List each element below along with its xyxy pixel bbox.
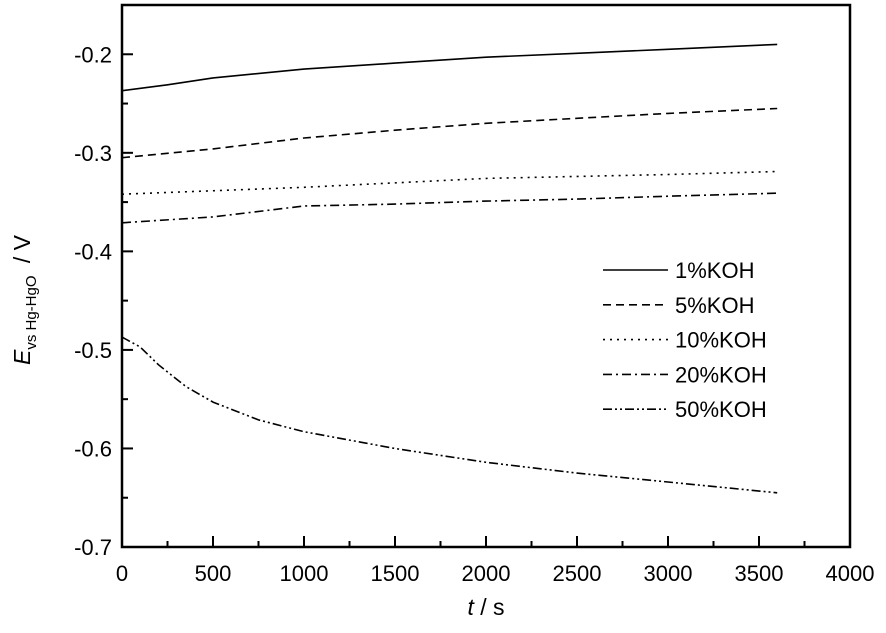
x-axis-label: t / s bbox=[467, 594, 504, 620]
legend-label: 20%KOH bbox=[675, 362, 767, 387]
y-axis-label: Evs Hg-HgO / V bbox=[9, 234, 40, 365]
x-tick-label: 2500 bbox=[553, 561, 602, 586]
series-line-50pct-koh bbox=[121, 336, 778, 494]
series-line-20pct-koh bbox=[121, 192, 778, 224]
y-tick-label: -0.6 bbox=[74, 436, 112, 461]
x-tick-label: 500 bbox=[195, 561, 232, 586]
y-tick-label: -0.5 bbox=[74, 338, 112, 363]
legend-label: 10%KOH bbox=[675, 328, 767, 353]
x-tick-label: 1500 bbox=[371, 561, 420, 586]
x-tick-label: 3500 bbox=[735, 561, 784, 586]
y-tick-label: -0.3 bbox=[74, 141, 112, 166]
series-line-5pct-koh bbox=[121, 107, 778, 159]
x-tick-label: 4000 bbox=[826, 561, 875, 586]
y-tick-label: -0.7 bbox=[74, 535, 112, 560]
series-line-10pct-koh bbox=[121, 170, 778, 195]
legend-label: 1%KOH bbox=[675, 258, 754, 283]
x-tick-label: 2000 bbox=[462, 561, 511, 586]
legend-label: 50%KOH bbox=[675, 397, 767, 422]
x-tick-label: 1000 bbox=[280, 561, 329, 586]
x-tick-label: 3000 bbox=[644, 561, 693, 586]
y-tick-label: -0.4 bbox=[74, 239, 112, 264]
series-line-1pct-koh bbox=[121, 43, 778, 92]
x-tick-label: 0 bbox=[116, 561, 128, 586]
y-tick-label: -0.2 bbox=[74, 42, 112, 67]
legend-label: 5%KOH bbox=[675, 293, 754, 318]
